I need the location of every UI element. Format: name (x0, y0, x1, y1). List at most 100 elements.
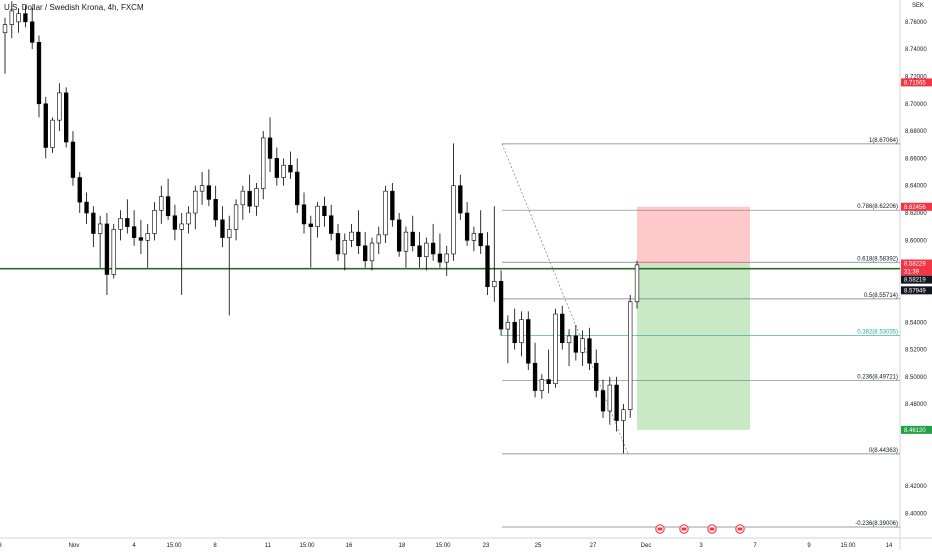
candle-body (417, 245, 422, 258)
candle-body (628, 301, 633, 410)
price-tick-label: 8.40000 (905, 511, 927, 517)
take-profit-zone[interactable] (637, 264, 750, 430)
candle-body (424, 242, 429, 258)
candle (165, 178, 171, 220)
candle-body (566, 335, 572, 344)
candle-body (131, 226, 137, 238)
candle-body (274, 158, 279, 178)
candle-body (363, 245, 368, 262)
candle-body (464, 212, 470, 241)
candle (403, 226, 409, 268)
time-tick-label: 15:00 (299, 543, 315, 549)
candle-body (458, 185, 463, 214)
candle-body (485, 245, 490, 288)
candle-body (159, 196, 164, 211)
time-tick-label: 18 (399, 543, 406, 549)
candle-body (315, 205, 320, 227)
candle-body (356, 231, 361, 247)
candle-body (152, 209, 157, 234)
fibonacci-retracement[interactable] (502, 143, 900, 528)
candle (91, 206, 96, 248)
time-tick-label: 4 (132, 543, 136, 549)
event-flag[interactable] (679, 524, 689, 534)
candle-body (492, 280, 497, 288)
event-flag[interactable] (655, 524, 665, 534)
candle-body (145, 233, 150, 241)
candle-body (84, 201, 89, 214)
candle-body (607, 384, 612, 412)
candle-body (77, 177, 82, 203)
candle-body (261, 137, 266, 189)
time-tick-label: 8 (0, 543, 2, 549)
price-axis[interactable]: 8.76000 8.74000 8.72000 8.70000 8.68000 8.660… (905, 20, 927, 518)
position-zones (637, 206, 750, 430)
candle (131, 210, 137, 246)
candle (560, 305, 565, 350)
time-axis[interactable]: 8 Nov 4 15:00 8 11 15:00 16 18 15:00 23 25 27 Dec 3 7 9 1… (0, 543, 893, 549)
candle-body (349, 231, 354, 241)
candle (553, 308, 558, 388)
chart-title: U.S. Dollar / Swedish Krona, 4h, FXCM (4, 3, 146, 12)
candle-body (539, 379, 545, 391)
line-price-tag-text: 8.57949 (904, 288, 926, 294)
candle (519, 311, 524, 357)
candle-body (396, 219, 402, 252)
candle-body (519, 319, 524, 344)
candle-body (213, 199, 218, 221)
countdown-tag (901, 267, 932, 276)
candle (417, 232, 422, 268)
candle-body (383, 190, 388, 236)
candle-body (451, 185, 456, 255)
candle (84, 192, 89, 224)
candle-body (97, 223, 103, 234)
candle-body (587, 338, 592, 364)
event-flag[interactable] (735, 524, 745, 534)
candle-body (186, 212, 191, 225)
time-tick-label: 15:00 (840, 543, 856, 549)
price-tick-label: 8.64000 (905, 184, 927, 190)
economic-events[interactable] (655, 524, 745, 534)
candle-body (308, 223, 313, 227)
candle-body (247, 190, 252, 207)
stop-price-tag-text: 8.62456 (904, 205, 926, 211)
price-tick-label: 8.52000 (905, 348, 927, 354)
time-tick-label: 9 (807, 543, 811, 549)
stop-loss-zone[interactable] (637, 206, 750, 265)
candle (159, 185, 164, 224)
candle-body (335, 233, 341, 255)
candle (437, 233, 443, 268)
event-flag[interactable] (707, 524, 717, 534)
candle (349, 223, 354, 248)
candle-body (390, 190, 395, 221)
candle (295, 158, 300, 214)
price-tick-label: 8.74000 (905, 47, 927, 53)
candle-body (220, 219, 225, 238)
candle-body (573, 335, 579, 353)
event-flag-stripe (657, 527, 663, 531)
candle (206, 169, 212, 207)
candle (213, 185, 218, 227)
candle-body (91, 212, 96, 234)
candle (376, 226, 381, 254)
candle-body (498, 280, 504, 330)
candle-body (240, 190, 246, 206)
price-tick-label: 8.70000 (905, 102, 927, 108)
price-tick-label: 8.48000 (905, 402, 927, 408)
candle (179, 213, 184, 295)
candle (50, 117, 55, 153)
candle-body (125, 218, 130, 227)
price-tags: 8.71565 8.62456 8.58229 31:39 8.58219 8.57949… (901, 78, 932, 434)
candle (104, 213, 110, 295)
candle-body (301, 204, 307, 225)
candle (526, 311, 531, 371)
current-price-tag (901, 259, 932, 268)
candle (145, 223, 150, 268)
line-price-tag (901, 286, 932, 295)
candle (451, 143, 456, 261)
candle (580, 330, 585, 366)
candle (587, 327, 592, 371)
candle-body (505, 321, 511, 330)
